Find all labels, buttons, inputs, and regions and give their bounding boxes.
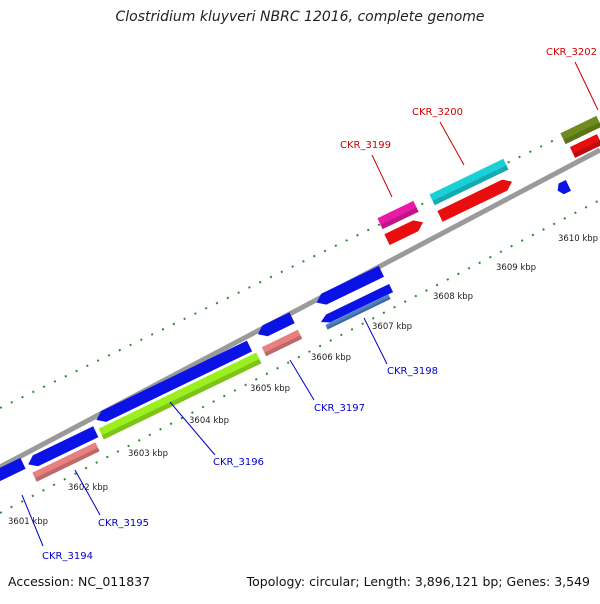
genome-backbone	[0, 147, 600, 470]
tick-labels: 3601 kbp 3602 kbp 3603 kbp 3604 kbp 3605 kbp…	[8, 234, 598, 527]
tick-label: 3604 kbp	[189, 416, 229, 426]
gene-label[interactable]: CKR_3194	[42, 551, 93, 562]
gene-feature[interactable]	[98, 352, 262, 440]
tick-label: 3607 kbp	[372, 322, 412, 332]
gene-label[interactable]: CKR_3196	[213, 457, 264, 468]
gene-label[interactable]: CKR_3197	[314, 403, 365, 414]
gene-label-leader	[74, 469, 101, 516]
gene-label-leader	[21, 494, 44, 547]
gene-feature[interactable]	[261, 329, 303, 357]
gene-feature[interactable]	[319, 283, 394, 326]
gene-label-leader	[371, 154, 393, 198]
gene-label-leader	[169, 401, 216, 456]
gene-feature[interactable]	[314, 265, 385, 308]
tick-label: 3602 kbp	[68, 483, 108, 493]
gene-feature[interactable]	[384, 217, 425, 246]
gene-feature[interactable]	[325, 294, 391, 330]
gene-label-leader	[289, 359, 315, 401]
tick-label: 3603 kbp	[128, 449, 168, 459]
tick-label: 3606 kbp	[311, 353, 351, 363]
gene-label[interactable]: CKR_3202	[546, 47, 597, 58]
tick-label: 3609 kbp	[496, 263, 536, 273]
genome-summary-text: Topology: circular; Length: 3,896,121 bp…	[246, 574, 590, 589]
tick-row-inner	[0, 199, 600, 514]
gene-feature[interactable]	[0, 457, 26, 486]
gene-label-leader	[439, 121, 465, 166]
gene-label-leader	[574, 61, 599, 111]
gene-feature[interactable]	[560, 115, 600, 145]
gene-feature[interactable]	[26, 426, 99, 469]
gene-label[interactable]: CKR_3198	[387, 366, 438, 377]
gene-feature[interactable]	[255, 312, 295, 339]
gene-feature[interactable]	[32, 442, 100, 482]
gene-feature[interactable]	[94, 340, 253, 426]
tick-label: 3601 kbp	[8, 517, 48, 527]
gene-feature[interactable]	[429, 158, 509, 206]
tick-label: 3608 kbp	[433, 292, 473, 302]
tick-label: 3610 kbp	[558, 234, 598, 244]
gene-label[interactable]: CKR_3195	[98, 518, 149, 529]
gene-labels: CKR_3194 CKR_3195 CKR_3196 CKR_3197 CKR_3198…	[21, 47, 599, 562]
feature-track	[0, 115, 600, 486]
tick-label: 3605 kbp	[250, 384, 290, 394]
accession-text: Accession: NC_011837	[8, 574, 151, 589]
gene-feature[interactable]	[569, 134, 600, 158]
map-title: Clostridium kluyveri NBRC 12016, complet…	[115, 9, 485, 25]
gene-label[interactable]: CKR_3200	[412, 107, 463, 118]
gene-feature[interactable]	[437, 176, 514, 222]
gene-feature[interactable]	[555, 179, 572, 196]
gene-feature[interactable]	[377, 200, 419, 230]
gene-label[interactable]: CKR_3199	[340, 140, 391, 151]
gene-label-leader	[363, 317, 388, 365]
